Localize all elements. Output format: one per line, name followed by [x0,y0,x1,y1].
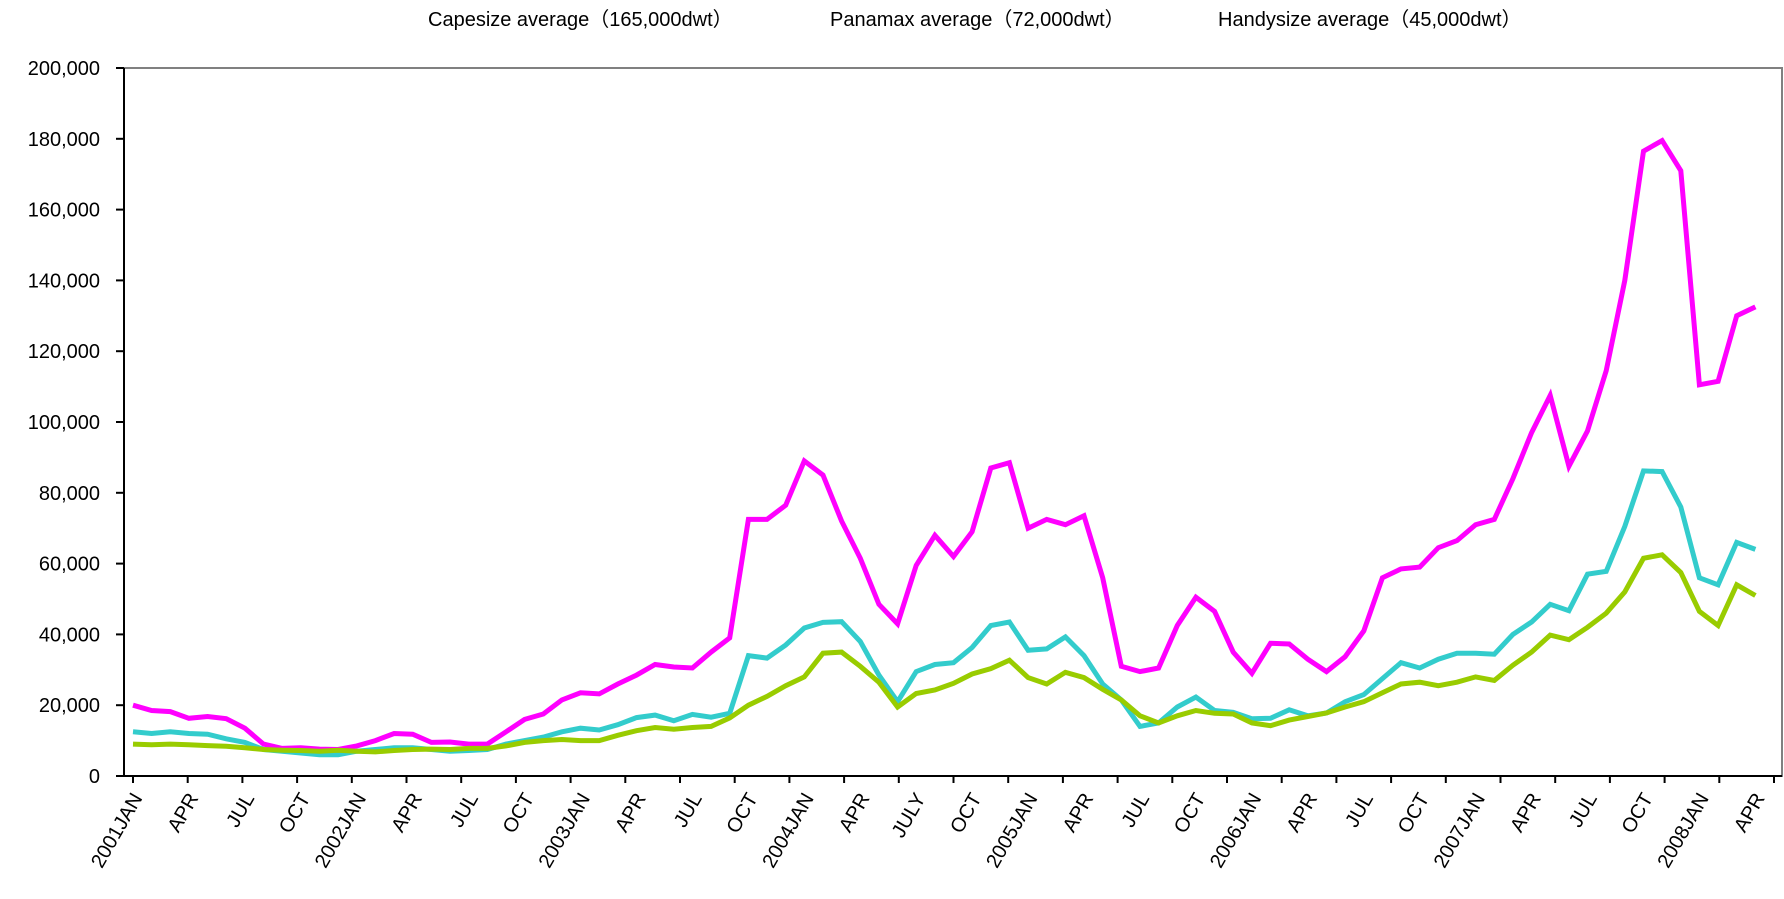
x-tick-label: JUL [1565,790,1602,832]
y-tick-label: 0 [89,766,100,788]
x-tick-label: APR [1059,790,1099,837]
x-tick-label: OCT [723,790,763,838]
legend-label-0: Capesize average（165,000dwt） [428,8,733,31]
x-tick-label: OCT [1394,790,1434,838]
x-tick-label: JUL [670,790,707,832]
x-tick-label: OCT [275,790,315,838]
y-tick-label: 100,000 [28,412,100,434]
x-tick-label: 2003JAN [535,790,595,872]
y-tick-label: 20,000 [39,695,100,717]
x-tick-label: 2006JAN [1206,790,1266,872]
x-tick-label: APR [387,790,427,837]
x-tick-label: JUL [1341,790,1378,832]
y-axis-ticks: 0 20,000 40,000 60,000 80,000 100,000 120,000 1… [28,58,124,788]
x-tick-label: JUL [222,790,259,832]
y-tick-label: 40,000 [39,624,100,646]
legend-label-1: Panamax average（72,000dwt） [830,8,1125,31]
x-tick-label: APR [1283,790,1323,837]
x-tick-label: 2004JAN [758,790,818,872]
y-tick-label: 140,000 [28,270,100,292]
x-tick-label: 2005JAN [982,790,1042,872]
series-line-0 [132,137,1757,753]
y-tick-label: 160,000 [28,200,100,222]
x-tick-label: JULY [888,790,931,842]
y-tick-label: 80,000 [39,483,100,505]
plot-area-frame [123,67,1783,777]
x-tick-label: OCT [946,790,986,838]
x-tick-label: JUL [1117,790,1154,832]
x-tick-label: APR [1506,790,1546,837]
x-tick-label: OCT [499,790,539,838]
x-tick-label: 2001JAN [87,790,147,872]
x-tick-label: JUL [446,790,483,832]
x-tick-label: 2008JAN [1654,790,1714,872]
legend-label-2: Handysize average（45,000dwt） [1218,8,1522,31]
x-tick-label: APR [611,790,651,837]
series-lines [132,137,1757,758]
series-line-2 [132,552,1757,755]
x-tick-label: APR [164,790,204,837]
x-tick-label: APR [835,790,875,837]
x-tick-label: 2002JAN [311,790,371,872]
x-tick-label: APR [1730,790,1770,837]
y-tick-label: 200,000 [28,58,100,80]
y-tick-label: 60,000 [39,554,100,576]
y-tick-label: 120,000 [28,341,100,363]
y-tick-label: 180,000 [28,129,100,151]
x-tick-label: OCT [1618,790,1658,838]
legend: Capesize average（165,000dwt） Panamax aver… [428,8,1522,31]
x-tick-label: OCT [1170,790,1210,838]
x-tick-label: 2007JAN [1430,790,1490,872]
series-line-1 [132,468,1757,758]
